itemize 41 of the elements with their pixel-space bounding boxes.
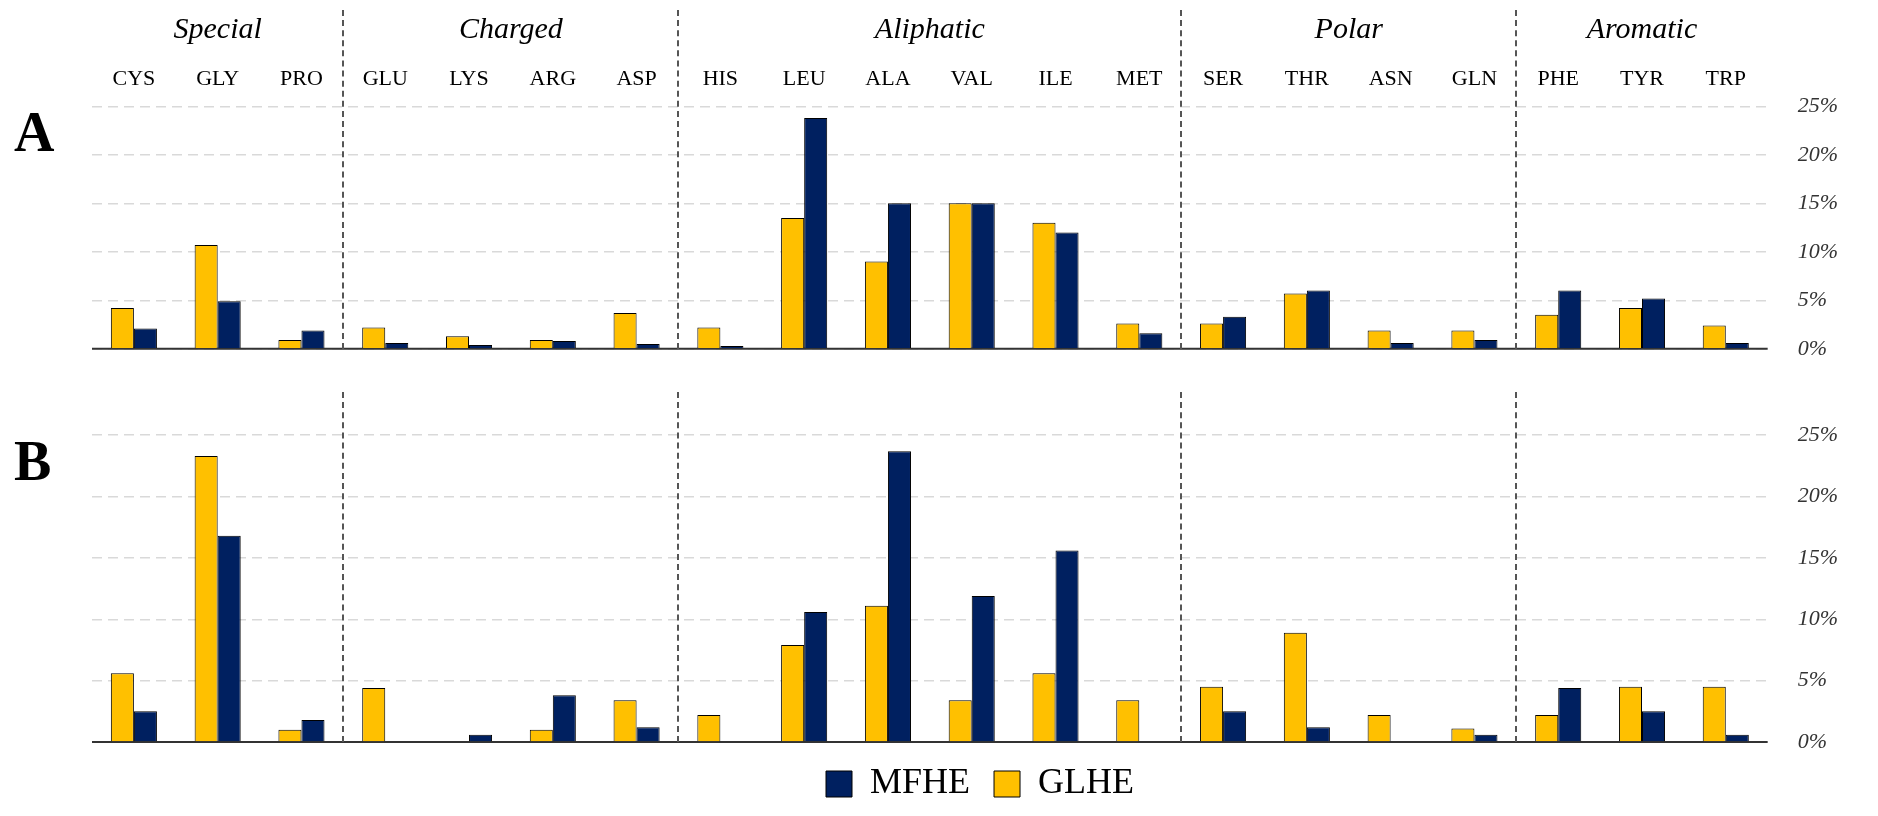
y-tick-label: 15% — [1797, 189, 1838, 215]
x-tick-label: TYR — [1620, 64, 1665, 90]
y-tick-label: 5% — [1797, 286, 1827, 312]
x-tick-label: SER — [1202, 64, 1244, 90]
y-tick-label: 25% — [1797, 420, 1838, 446]
y-tick-label: 20% — [1797, 140, 1838, 166]
text: Special — [173, 10, 262, 44]
y-tick-label: 20% — [1797, 482, 1838, 508]
y-tick-label: 25% — [1797, 92, 1838, 118]
y-tick-label: 5% — [1797, 666, 1827, 692]
x-tick-label: TRP — [1705, 64, 1746, 90]
x-tick-label: THR — [1284, 64, 1330, 90]
text: Aliphatic — [872, 10, 985, 44]
x-tick-label: ASN — [1368, 64, 1413, 90]
x-tick-label: GLY — [196, 64, 240, 90]
text: Charged — [458, 10, 564, 44]
chart-title: A — [14, 100, 55, 163]
legend-label: GLHE — [1038, 761, 1135, 802]
y-tick-label: 10% — [1797, 605, 1838, 631]
x-tick-label: VAL — [950, 64, 993, 90]
x-tick-label: PHE — [1537, 64, 1579, 90]
chart-title: B — [14, 429, 52, 492]
text: Aromatic — [1584, 10, 1698, 44]
x-tick-label: ASP — [616, 64, 657, 90]
y-tick-label: 10% — [1797, 237, 1838, 263]
x-tick-label: ALA — [865, 64, 911, 90]
x-tick-label: ARG — [529, 64, 577, 90]
text: Polar — [1313, 10, 1384, 44]
legend-label: MFHE — [870, 761, 971, 802]
x-tick-label: LEU — [782, 64, 826, 90]
x-tick-label: HIS — [702, 64, 739, 90]
x-tick-label: GLN — [1451, 64, 1498, 90]
x-tick-label: CYS — [112, 64, 156, 90]
x-tick-label: LYS — [449, 64, 489, 90]
y-tick-label: 15% — [1797, 543, 1838, 569]
y-tick-label: 0% — [1797, 334, 1827, 360]
y-tick-label: 0% — [1797, 727, 1827, 753]
x-tick-label: PRO — [280, 64, 323, 90]
x-tick-label: ILE — [1038, 64, 1073, 90]
x-tick-label: MET — [1116, 64, 1164, 90]
x-tick-label: GLU — [362, 64, 408, 90]
